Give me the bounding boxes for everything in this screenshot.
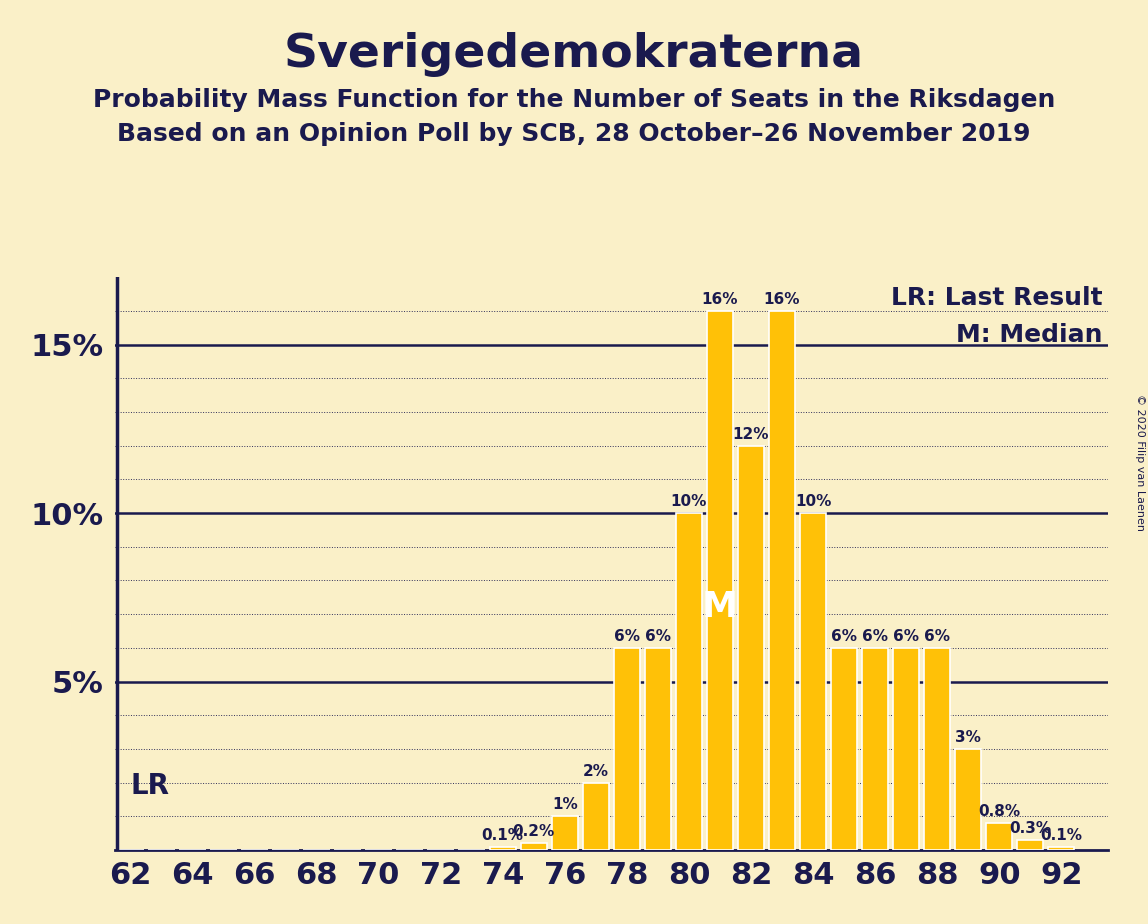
Text: 6%: 6% [614,629,639,644]
Text: M: Median: M: Median [956,323,1103,347]
Text: 0.1%: 0.1% [1040,828,1083,843]
Bar [862,648,889,850]
Text: 16%: 16% [763,292,800,307]
Text: 10%: 10% [794,494,831,509]
Text: 10%: 10% [670,494,707,509]
Text: 0.1%: 0.1% [482,828,523,843]
Text: M: M [701,590,738,625]
Text: 3%: 3% [955,730,982,745]
Text: 12%: 12% [732,427,769,442]
Bar [707,310,734,850]
Bar [582,783,608,850]
Text: LR: LR [131,772,169,800]
Text: Based on an Opinion Poll by SCB, 28 October–26 November 2019: Based on an Opinion Poll by SCB, 28 Octo… [117,122,1031,146]
Bar [489,846,515,850]
Text: 0.8%: 0.8% [978,804,1021,819]
Text: 2%: 2% [583,763,608,779]
Text: 16%: 16% [701,292,738,307]
Bar [1048,846,1075,850]
Text: 6%: 6% [831,629,858,644]
Bar [986,823,1013,850]
Text: 0.2%: 0.2% [513,824,554,839]
Text: 6%: 6% [862,629,889,644]
Bar [1017,840,1044,850]
Bar [893,648,920,850]
Bar [769,310,796,850]
Text: 6%: 6% [645,629,670,644]
Text: 1%: 1% [552,797,577,812]
Bar [551,817,577,850]
Bar [831,648,858,850]
Bar [614,648,641,850]
Bar [924,648,951,850]
Text: Sverigedemokraterna: Sverigedemokraterna [284,32,864,78]
Bar [520,844,546,850]
Bar [800,513,827,850]
Text: LR: Last Result: LR: Last Result [891,286,1103,310]
Bar [676,513,703,850]
Text: 0.3%: 0.3% [1009,821,1052,836]
Bar [738,445,765,850]
Text: © 2020 Filip van Laenen: © 2020 Filip van Laenen [1135,394,1145,530]
Text: 6%: 6% [893,629,920,644]
Bar [645,648,672,850]
Text: Probability Mass Function for the Number of Seats in the Riksdagen: Probability Mass Function for the Number… [93,88,1055,112]
Bar [955,749,982,850]
Text: 6%: 6% [924,629,951,644]
